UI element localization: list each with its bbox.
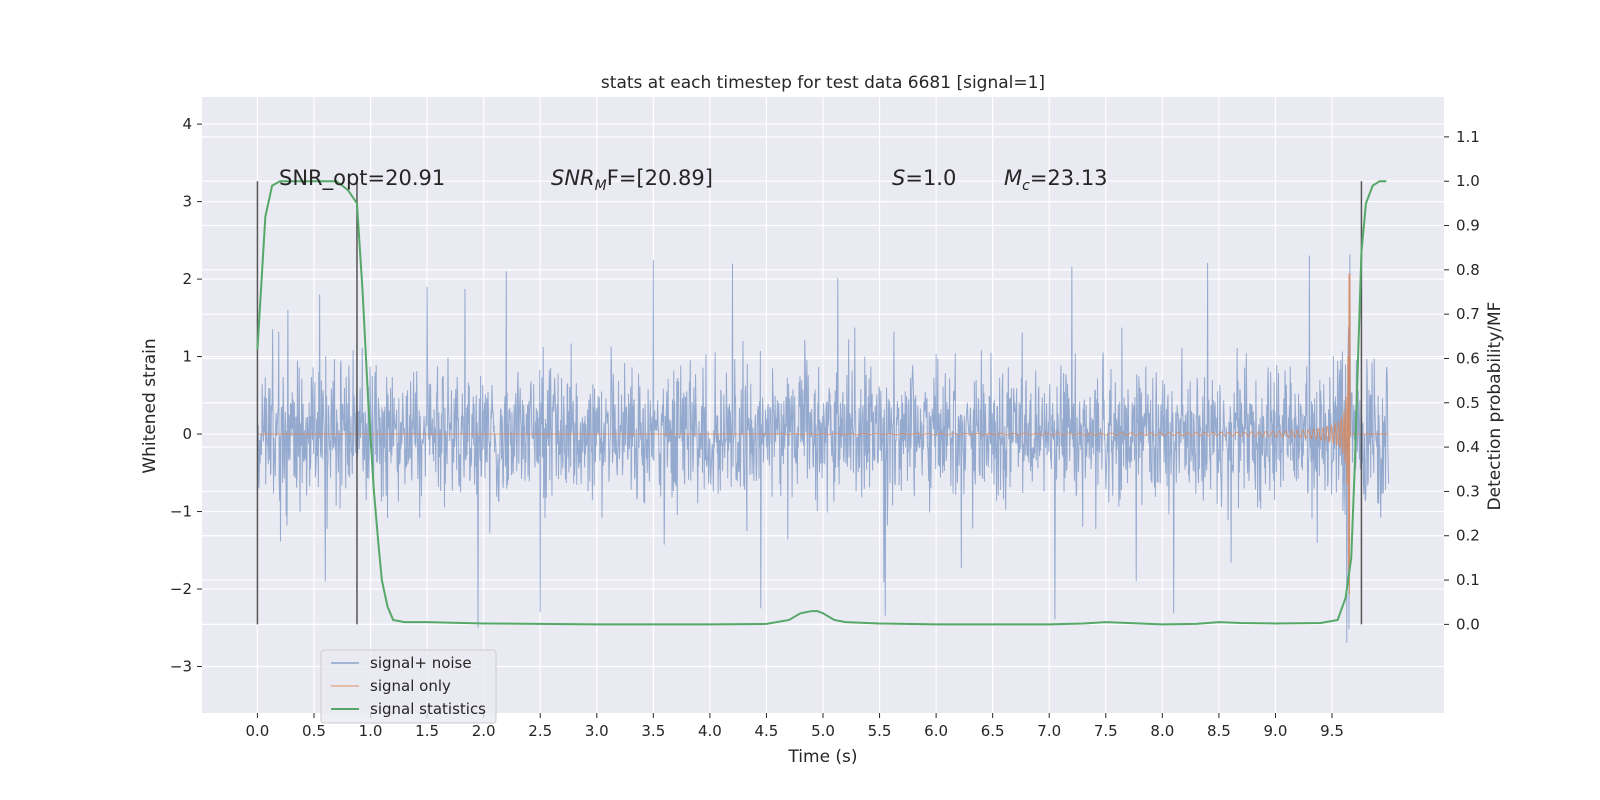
x-tick-label: 9.0: [1264, 722, 1288, 740]
x-tick-label: 0.5: [302, 722, 326, 740]
y2-tick-label: 0.9: [1456, 217, 1480, 235]
legend-label-signal-statistics: signal statistics: [370, 700, 486, 718]
legend-label-signal-noise: signal+ noise: [370, 654, 472, 672]
y2-tick-label: 0.8: [1456, 261, 1480, 279]
y-tick-label: 4: [182, 115, 192, 133]
annotation-s-base: S: [892, 166, 905, 190]
y2-tick-label: 1.1: [1456, 128, 1480, 146]
x-tick-label: 6.0: [924, 722, 948, 740]
annotation-snr-mf-base: SNR: [551, 166, 595, 190]
y2-tick-label: 0.4: [1456, 438, 1480, 456]
y-tick-label: −3: [170, 658, 192, 676]
annotation-s: S=1.0: [892, 166, 956, 190]
y2-tick-label: 0.5: [1456, 394, 1480, 412]
y2-axis-label: Detection probability/MF: [1485, 302, 1505, 511]
annotation-snr-mf-sub: M: [595, 178, 607, 194]
series-signal-noise: [256, 254, 1390, 643]
chart-title: stats at each timestep for test data 668…: [601, 73, 1045, 93]
x-tick-label: 9.5: [1320, 722, 1344, 740]
y-tick-label: 1: [182, 348, 192, 366]
series-signal-statistics: [256, 180, 1387, 626]
annotation-mc-sub: c: [1022, 178, 1030, 194]
y-tick-label: −1: [170, 503, 192, 521]
annotation-snr-opt: SNR_opt=20.91: [279, 166, 445, 191]
x-tick-label: 1.5: [415, 722, 439, 740]
x-tick-label: 5.5: [868, 722, 892, 740]
x-tick-label: 6.5: [981, 722, 1005, 740]
y-tick-label: −2: [170, 580, 192, 598]
x-tick-label: 3.0: [585, 722, 609, 740]
x-tick-label: 8.5: [1207, 722, 1231, 740]
y-tick-label: 0: [182, 425, 192, 443]
y2-tick-label: 0.3: [1456, 482, 1480, 500]
x-tick-label: 0.0: [245, 722, 269, 740]
annotation-mc-tail: =23.13: [1030, 166, 1108, 190]
annotation-s-tail: =1.0: [905, 166, 956, 190]
x-tick-label: 7.5: [1094, 722, 1118, 740]
y-tick-labels: −3 −2 −1 0 1 2 3 4: [170, 115, 202, 676]
x-tick-label: 8.0: [1150, 722, 1174, 740]
x-tick-label: 4.0: [698, 722, 722, 740]
signal-only-trace: [257, 273, 1389, 595]
legend-box: [320, 649, 497, 724]
annotation-mc-base: M: [1004, 166, 1022, 190]
y2-tick-labels: 0.0 0.1 0.2 0.3 0.4 0.5 0.6 0.7 0.8 0.9 1.0 1.1: [1444, 128, 1480, 633]
signal-statistics-line: [256, 180, 1387, 626]
y2-tick-label: 0.7: [1456, 305, 1480, 323]
x-axis-label: Time (s): [787, 747, 857, 767]
y-tick-label: 3: [182, 193, 192, 211]
x-tick-labels: 0.0 0.5 1.0 1.5 2.0 2.5 3.0 3.5 4.0 4.5 5.0 5.5 6.0 6…: [245, 713, 1344, 740]
y2-tick-label: 0.0: [1456, 615, 1480, 633]
x-tick-label: 2.5: [528, 722, 552, 740]
annotation-mc: Mc=23.13: [1004, 166, 1108, 194]
y2-tick-label: 1.0: [1456, 172, 1480, 190]
y-axis-label: Whitened strain: [140, 338, 160, 473]
x-tick-label: 5.0: [811, 722, 835, 740]
series-signal-only: [257, 273, 1389, 595]
y2-tick-label: 0.6: [1456, 349, 1480, 367]
legend: signal+ noise signal only signal statist…: [320, 649, 497, 724]
x-tick-label: 2.0: [472, 722, 496, 740]
y2-tick-label: 0.1: [1456, 571, 1480, 589]
x-tick-label: 3.5: [641, 722, 665, 740]
signal-noise-trace: [256, 254, 1390, 643]
legend-label-signal-only: signal only: [370, 677, 451, 695]
x-tick-label: 4.5: [755, 722, 779, 740]
x-tick-label: 1.0: [359, 722, 383, 740]
annotation-snr-mf-tail: F=[20.89]: [607, 166, 713, 190]
x-tick-label: 7.0: [1037, 722, 1061, 740]
y-tick-label: 2: [182, 270, 192, 288]
y2-tick-label: 0.2: [1456, 527, 1480, 545]
annotation-snr-mf: SNRMF=[20.89]: [551, 166, 713, 194]
